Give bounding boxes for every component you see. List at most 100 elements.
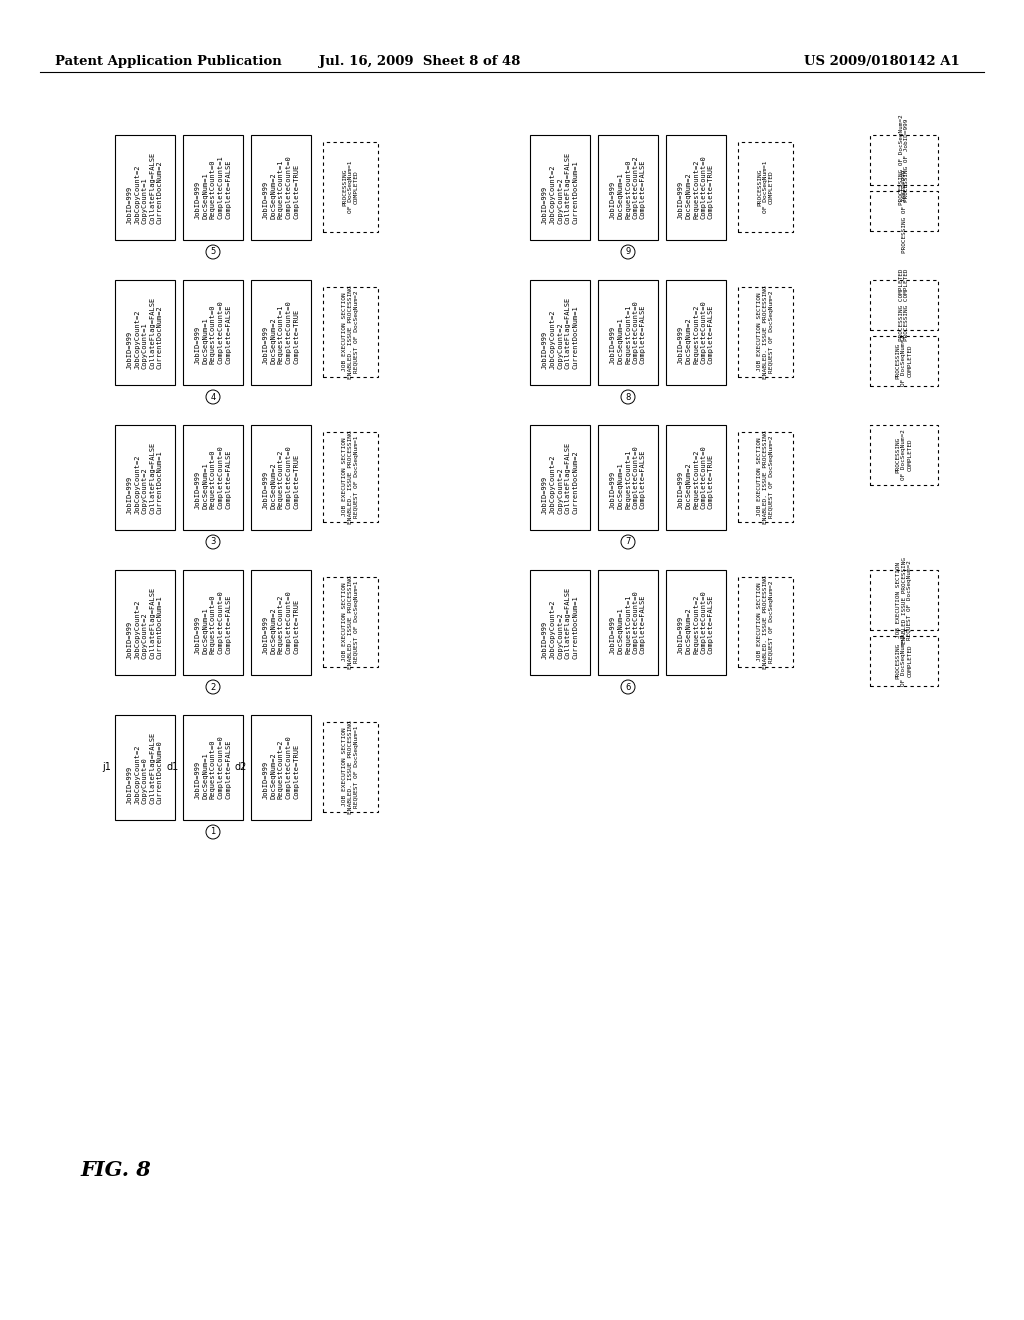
Text: 7: 7 [626,537,631,546]
Bar [183,280,243,385]
Bar [251,570,311,675]
Text: Jul. 16, 2009  Sheet 8 of 48: Jul. 16, 2009 Sheet 8 of 48 [319,55,520,69]
Text: PROCESSING OF JobID=999: PROCESSING OF JobID=999 [901,169,906,252]
Text: Patent Application Publication: Patent Application Publication [55,55,282,69]
Text: 8: 8 [626,392,631,401]
Bar [738,143,793,232]
Text: PROCESSING
OF DocSeqNum=1
COMPLETED: PROCESSING OF DocSeqNum=1 COMPLETED [896,636,912,686]
Text: JobID=999
JobCopyCount=2
CopyCount=1
CollateFlag=FALSE
CurrentDocNum=2: JobID=999 JobCopyCount=2 CopyCount=1 Col… [127,297,163,368]
Text: 4: 4 [210,392,216,401]
Text: JobID=999
JobCopyCount=2
CopyCount=2
CollateFlag=FALSE
CurrentDocNum=1: JobID=999 JobCopyCount=2 CopyCount=2 Col… [542,586,578,659]
Text: JobID=999
DocSeqNum=2
RequestCount=2
CompleteCount=0
Complete=TRUE: JobID=999 DocSeqNum=2 RequestCount=2 Com… [263,590,299,655]
Bar [530,570,590,675]
Text: FIG. 8: FIG. 8 [80,1160,151,1180]
Bar [870,570,938,630]
Bar [870,636,938,686]
Text: JobID=999
DocSeqNum=1
RequestCount=1
CompleteCount=0
Complete=FALSE: JobID=999 DocSeqNum=1 RequestCount=1 Com… [610,446,646,510]
Text: JobID=999
DocSeqNum=1
RequestCount=0
CompleteCount=2
Complete=FALSE: JobID=999 DocSeqNum=1 RequestCount=0 Com… [610,156,646,219]
Bar [666,280,726,385]
Bar [323,577,378,667]
Bar [598,570,658,675]
Bar [115,280,175,385]
Text: JobID=999
DocSeqNum=1
RequestCount=0
CompleteCount=0
Complete=FALSE: JobID=999 DocSeqNum=1 RequestCount=0 Com… [195,446,231,510]
Text: JobID=999
JobCopyCount=2
CopyCount=1
CollateFlag=FALSE
CurrentDocNum=2: JobID=999 JobCopyCount=2 CopyCount=1 Col… [127,152,163,223]
Text: PROCESSING OF DocSeqNum=2
PROCESSING OF JobID=999: PROCESSING OF DocSeqNum=2 PROCESSING OF … [899,115,909,206]
Bar [738,577,793,667]
Bar [530,425,590,531]
Bar [183,135,243,240]
Bar [870,337,938,385]
Bar [323,286,378,378]
Text: JobID=999
JobCopyCount=2
CopyCount=2
CollateFlag=FALSE
CurrentDocNum=1: JobID=999 JobCopyCount=2 CopyCount=2 Col… [127,586,163,659]
Text: JOB EXECUTION SECTION
ENABLED. ISSUE PROCESSING
REQUEST OF DocSeqNum=2: JOB EXECUTION SECTION ENABLED. ISSUE PRO… [757,430,774,524]
Text: JobID=999
DocSeqNum=1
RequestCount=0
CompleteCount=1
Complete=FALSE: JobID=999 DocSeqNum=1 RequestCount=0 Com… [195,156,231,219]
Text: JOB EXECUTION SECTION
ENABLED. ISSUE PROCESSING
REQUEST OF DocSeqNum=1: JOB EXECUTION SECTION ENABLED. ISSUE PRO… [342,430,358,524]
Bar [251,135,311,240]
Text: JobID=999
JobCopyCount=2
CopyCount=0
CollateFlag=FALSE
CurrentDocNum=0: JobID=999 JobCopyCount=2 CopyCount=0 Col… [127,731,163,804]
Text: PROCESSING COMPLETED
PROCESSING COMPLETED: PROCESSING COMPLETED PROCESSING COMPLETE… [899,269,909,342]
Text: JobID=999
DocSeqNum=2
RequestCount=1
CompleteCount=0
Complete=TRUE: JobID=999 DocSeqNum=2 RequestCount=1 Com… [263,301,299,364]
Text: JOB EXECUTION SECTION
ENABLED. ISSUE PROCESSING
REQUEST OF DocSeqNum=2: JOB EXECUTION SECTION ENABLED. ISSUE PRO… [757,576,774,669]
Text: US 2009/0180142 A1: US 2009/0180142 A1 [804,55,961,69]
Text: JobID=999
DocSeqNum=1
RequestCount=0
CompleteCount=0
Complete=FALSE: JobID=999 DocSeqNum=1 RequestCount=0 Com… [195,590,231,655]
Text: JOB EXECUTION SECTION
ENABLED. ISSUE PROCESSING
REQUEST OF DocSeqNum=2: JOB EXECUTION SECTION ENABLED. ISSUE PRO… [757,285,774,379]
Text: d1: d1 [167,763,179,772]
Text: JobID=999
JobCopyCount=2
CopyCount=2
CollateFlag=FALSE
CurrentDocNum=2: JobID=999 JobCopyCount=2 CopyCount=2 Col… [542,441,578,513]
Bar [115,425,175,531]
Bar [323,722,378,812]
Bar [115,135,175,240]
Bar [666,570,726,675]
Text: JOB EXECUTION SECTION
ENABLED. ISSUE PROCESSING
REQUEST OF DocSeqNum=1: JOB EXECUTION SECTION ENABLED. ISSUE PRO… [342,576,358,669]
Text: 5: 5 [210,248,216,256]
Bar [870,135,938,185]
Bar [870,425,938,484]
Bar [115,715,175,820]
Text: JobID=999
DocSeqNum=2
RequestCount=2
CompleteCount=0
Complete=FALSE: JobID=999 DocSeqNum=2 RequestCount=2 Com… [678,590,714,655]
Bar [251,715,311,820]
Text: 9: 9 [626,248,631,256]
Bar [183,570,243,675]
Text: PROCESSING
OF DocSeqNum=1
COMPLETED: PROCESSING OF DocSeqNum=1 COMPLETED [757,161,774,214]
Bar [598,425,658,531]
Text: JobID=999
DocSeqNum=2
RequestCount=2
CompleteCount=0
Complete=FALSE: JobID=999 DocSeqNum=2 RequestCount=2 Com… [678,301,714,364]
Bar [530,135,590,240]
Bar [666,135,726,240]
Text: 3: 3 [210,537,216,546]
Text: PROCESSING
OF DocSeqNum=2
COMPLETED: PROCESSING OF DocSeqNum=2 COMPLETED [896,335,912,387]
Bar [530,280,590,385]
Text: JobID=999
DocSeqNum=2
RequestCount=1
CompleteCount=0
Complete=TRUE: JobID=999 DocSeqNum=2 RequestCount=1 Com… [263,156,299,219]
Bar [115,570,175,675]
Text: JobID=999
DocSeqNum=2
RequestCount=2
CompleteCount=0
Complete=TRUE: JobID=999 DocSeqNum=2 RequestCount=2 Com… [678,446,714,510]
Text: PROCESSING
OF DocSeqNum=2
COMPLETED: PROCESSING OF DocSeqNum=2 COMPLETED [896,429,912,480]
Text: JOB EXECUTION SECTION
ENABLED. ISSUE PROCESSING
REQUEST OF DocSeqNum=1: JOB EXECUTION SECTION ENABLED. ISSUE PRO… [342,721,358,814]
Text: JobID=999
DocSeqNum=1
RequestCount=0
CompleteCount=0
Complete=FALSE: JobID=999 DocSeqNum=1 RequestCount=0 Com… [195,301,231,364]
Bar [870,191,938,231]
Bar [870,280,938,330]
Text: JobID=999
JobCopyCount=2
CopyCount=2
CollateFlag=FALSE
CurrentDocNum=1: JobID=999 JobCopyCount=2 CopyCount=2 Col… [127,441,163,513]
Text: PROCESSING
OF DocSeqNum=1
COMPLETED: PROCESSING OF DocSeqNum=1 COMPLETED [342,161,358,214]
Bar [183,425,243,531]
Bar [251,425,311,531]
Bar [666,425,726,531]
Text: JobID=999
JobCopyCount=2
CopyCount=2
CollateFlag=FALSE
CurrentDocNum=1: JobID=999 JobCopyCount=2 CopyCount=2 Col… [542,152,578,223]
Bar [738,432,793,521]
Text: j1: j1 [102,763,111,772]
Text: JobID=999
DocSeqNum=1
RequestCount=1
CompleteCount=0
Complete=FALSE: JobID=999 DocSeqNum=1 RequestCount=1 Com… [610,301,646,364]
Bar [251,280,311,385]
Bar [323,143,378,232]
Text: JobID=999
JobCopyCount=2
CopyCount=2
CollateFlag=FALSE
CurrentDocNum=1: JobID=999 JobCopyCount=2 CopyCount=2 Col… [542,297,578,368]
Text: d2: d2 [234,763,247,772]
Text: JobID=999
DocSeqNum=2
RequestCount=2
CompleteCount=0
Complete=TRUE: JobID=999 DocSeqNum=2 RequestCount=2 Com… [263,446,299,510]
Text: JOB EXECUTION SECTION
ENABLED. ISSUE PROCESSING
REQUEST OF DocSeqNum=2: JOB EXECUTION SECTION ENABLED. ISSUE PRO… [342,285,358,379]
Bar [598,135,658,240]
Text: JOB EXECUTION SECTION
ENABLED ISSUE PROCESSING
REQUEST OF DocSeqNum=2: JOB EXECUTION SECTION ENABLED ISSUE PROC… [896,557,912,644]
Text: 2: 2 [210,682,216,692]
Text: JobID=999
DocSeqNum=2
RequestCount=2
CompleteCount=0
Complete=TRUE: JobID=999 DocSeqNum=2 RequestCount=2 Com… [678,156,714,219]
Text: JobID=999
DocSeqNum=1
RequestCount=0
CompleteCount=0
Complete=FALSE: JobID=999 DocSeqNum=1 RequestCount=0 Com… [195,735,231,800]
Text: 1: 1 [210,828,216,837]
Text: JobID=999
DocSeqNum=1
RequestCount=1
CompleteCount=0
Complete=FALSE: JobID=999 DocSeqNum=1 RequestCount=1 Com… [610,590,646,655]
Text: JobID=999
DocSeqNum=2
RequestCount=2
CompleteCount=0
Complete=TRUE: JobID=999 DocSeqNum=2 RequestCount=2 Com… [263,735,299,800]
Bar [183,715,243,820]
Bar [598,280,658,385]
Text: 6: 6 [626,682,631,692]
